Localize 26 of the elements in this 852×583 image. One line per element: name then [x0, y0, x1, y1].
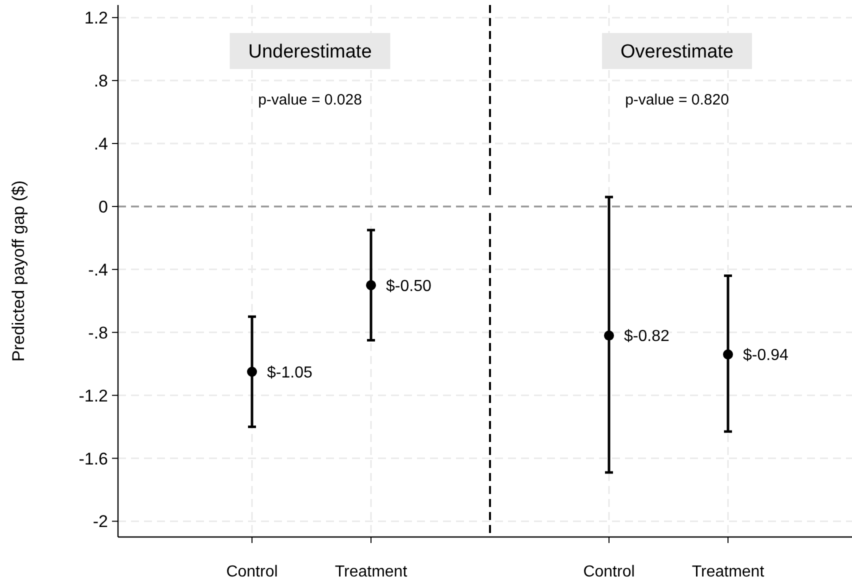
x-tick-label: Treatment [692, 564, 765, 581]
point [723, 349, 733, 360]
point [247, 366, 257, 377]
y-tick-label: .8 [94, 72, 108, 90]
y-tick-label: -1.6 [78, 449, 108, 468]
data-label: $-0.94 [743, 347, 788, 364]
y-tick-label: 0 [98, 197, 108, 216]
annotation: p-value = 0.028 [258, 91, 362, 108]
y-axis-title: Predicted payoff gap ($) [9, 180, 28, 362]
annotation: Underestimate [248, 42, 372, 63]
data-label: $-1.05 [267, 364, 312, 382]
y-tick-label: -1.2 [78, 386, 108, 406]
annotation: Overestimate [620, 42, 734, 63]
data-label: $-0.50 [386, 278, 432, 295]
point [604, 330, 614, 341]
data-label: $-0.82 [624, 328, 670, 346]
annotation: p-value = 0.820 [625, 91, 729, 108]
x-tick-label: Control [226, 564, 278, 581]
y-tick-label: -.8 [88, 323, 108, 342]
y-tick-label: 1.2 [84, 8, 108, 28]
x-tick-label: Control [583, 564, 635, 581]
y-tick-label: -2 [92, 512, 108, 532]
point [366, 280, 376, 290]
x-tick-label: Treatment [334, 564, 408, 581]
y-tick-label: -.4 [88, 260, 108, 280]
y-tick-label: .4 [94, 134, 108, 154]
